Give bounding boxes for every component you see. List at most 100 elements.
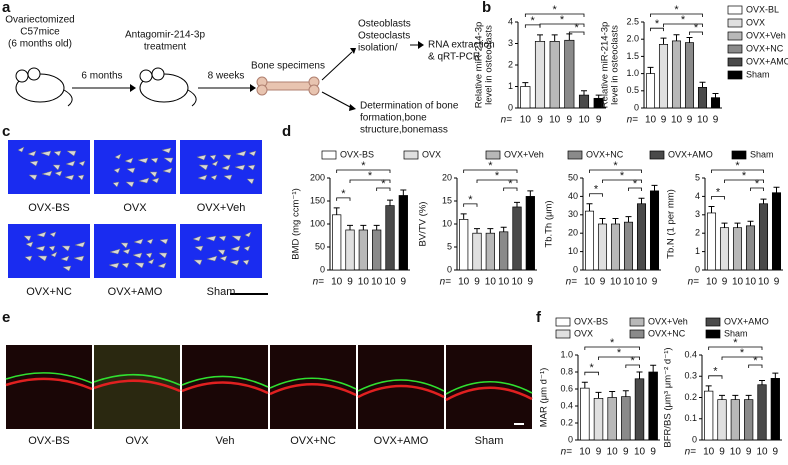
bone-shape xyxy=(114,153,122,160)
bar xyxy=(770,378,780,441)
legend-swatch xyxy=(555,329,571,339)
green-line xyxy=(5,372,93,384)
error-bar xyxy=(699,81,706,88)
n-label: 10 xyxy=(758,277,770,288)
bone-shape xyxy=(223,174,233,181)
error-bar xyxy=(586,203,593,212)
sig-bracket xyxy=(584,371,599,376)
bar xyxy=(697,87,708,109)
bar xyxy=(525,196,535,271)
sig-bracket xyxy=(724,179,764,183)
bone-shape xyxy=(78,160,86,167)
n-prefix: n= xyxy=(566,277,578,288)
y-tick-label: 40 xyxy=(568,191,578,201)
legend-label: OVX-BS xyxy=(574,316,608,326)
bone-shape xyxy=(77,174,85,181)
y-axis-label: Relative miR-214-3p xyxy=(474,22,485,109)
bone-shape xyxy=(27,150,37,157)
green-line xyxy=(93,373,181,386)
bone-shape xyxy=(65,160,76,167)
sig-bracket xyxy=(476,179,518,183)
bar xyxy=(485,232,495,271)
bone-shape xyxy=(248,150,257,157)
legend-label: OVX+Veh xyxy=(746,30,786,40)
schematic-art xyxy=(15,41,424,111)
bone-shape xyxy=(147,258,155,265)
error-bar xyxy=(747,220,754,226)
y-tick-label: 10 xyxy=(568,246,578,256)
sig-bracket xyxy=(584,346,640,350)
bar xyxy=(398,195,408,271)
y-tick-label: 50 xyxy=(568,172,578,182)
bone-shape xyxy=(24,255,33,262)
error-bar xyxy=(514,201,520,207)
bone-shape xyxy=(138,177,150,184)
fluo-image xyxy=(270,345,356,429)
sig-star: * xyxy=(716,186,721,198)
sig-star: * xyxy=(681,14,686,26)
bar xyxy=(623,221,634,271)
bone-shape xyxy=(133,238,144,245)
bone-shape xyxy=(205,235,217,242)
sig-bracket xyxy=(524,24,541,28)
error-bar xyxy=(400,189,407,196)
bone-shape xyxy=(145,252,153,259)
y-tick-label: 100 xyxy=(310,218,325,228)
bar xyxy=(745,225,756,271)
error-bar xyxy=(759,380,765,385)
sig-star: * xyxy=(575,22,580,34)
bone-shape xyxy=(159,238,169,245)
n-label: 9 xyxy=(661,115,667,126)
bar xyxy=(512,206,522,271)
bone-shape xyxy=(108,262,120,269)
n-label: 10 xyxy=(645,115,657,126)
schematic-text: structure,bonemass xyxy=(360,125,448,136)
bone-shape xyxy=(52,164,61,171)
sig-bracket xyxy=(336,197,351,201)
micro-ct-images xyxy=(8,140,262,278)
legend-swatch xyxy=(321,150,337,160)
y-tick-label: 20 xyxy=(442,172,452,182)
y-axis-label: BFR/BS (μm³ μm⁻² d⁻¹) xyxy=(663,347,674,447)
legend-label: Sham xyxy=(750,149,774,159)
n-label: 10 xyxy=(584,277,596,288)
sig-star: * xyxy=(631,355,636,367)
sig-bracket xyxy=(602,179,642,183)
y-tick-label: 1.0 xyxy=(560,349,573,359)
bar xyxy=(610,223,621,271)
bar xyxy=(564,39,575,109)
sig-bracket xyxy=(503,187,518,191)
sig-bracket xyxy=(750,187,764,191)
schematic-text: Determination of bone xyxy=(360,101,459,112)
legend-label: OVX+NC xyxy=(746,43,784,53)
bar xyxy=(580,387,590,441)
sig-star: * xyxy=(508,178,513,190)
bone-shape xyxy=(66,150,77,157)
y-tick-label: 1 xyxy=(695,246,700,256)
bone-shape xyxy=(35,245,46,252)
legend-swatch xyxy=(705,317,721,327)
y-tick-label: 2 xyxy=(695,228,700,238)
bone-shape xyxy=(221,164,231,171)
sig-star: * xyxy=(361,160,366,172)
ct-image xyxy=(180,140,262,194)
bar xyxy=(732,227,743,271)
green-line xyxy=(445,380,533,395)
error-bar xyxy=(712,93,719,98)
error-bar xyxy=(686,36,693,43)
legend-label: OVX xyxy=(746,17,765,27)
bar xyxy=(385,205,395,271)
legend-swatch xyxy=(727,5,743,15)
image-label: Veh xyxy=(216,435,235,447)
n-label: 9 xyxy=(774,277,780,288)
bone-shape xyxy=(229,259,240,266)
sig-bracket xyxy=(463,169,518,173)
bone-shape xyxy=(218,235,227,242)
fluorescence-images xyxy=(5,345,533,429)
bone-shape xyxy=(113,167,121,174)
error-bar xyxy=(651,184,658,191)
bone-shape xyxy=(196,154,207,161)
ct-image xyxy=(94,140,176,194)
bone-shape xyxy=(234,164,246,171)
